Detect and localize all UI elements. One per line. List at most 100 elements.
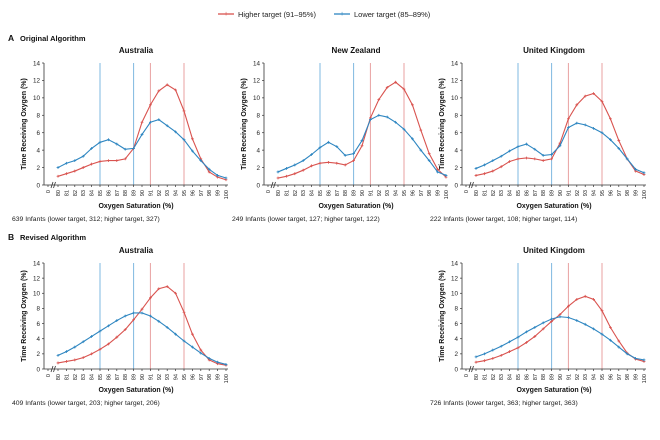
lower-target-point	[191, 345, 194, 349]
lower-target-point	[377, 113, 381, 117]
x-tick-label: 0	[266, 190, 272, 193]
higher-target-point	[90, 352, 93, 356]
lower-target-point	[191, 149, 194, 153]
x-tick-label: 83	[301, 190, 307, 196]
lower-target-point	[411, 137, 414, 141]
higher-target-point	[541, 327, 545, 331]
y-tick-label: 4	[36, 147, 40, 154]
x-tick-label: 84	[90, 190, 96, 196]
x-tick-label: 85	[318, 190, 324, 196]
legend-lower-label: Lower target (85–89%)	[354, 10, 431, 19]
higher-target-point	[491, 357, 495, 360]
higher-target-point	[107, 342, 110, 346]
x-tick-label: 82	[73, 190, 79, 196]
section-b-letter: B	[8, 232, 14, 242]
higher-target-point	[318, 161, 322, 165]
x-tick-label: 82	[491, 374, 497, 380]
lower-target-point	[609, 138, 612, 142]
x-tick-label: 99	[634, 190, 640, 196]
lower-target-point	[165, 124, 169, 128]
legend-higher-label: Higher target (91–95%)	[238, 10, 316, 19]
lower-target-point	[199, 159, 203, 162]
y-tick-label: 2	[36, 351, 40, 358]
y-tick-label: 8	[36, 306, 40, 313]
lower-target-point	[140, 311, 144, 315]
x-tick-label: 86	[524, 374, 530, 380]
higher-target-point	[533, 157, 537, 161]
x-tick-label: 96	[410, 190, 416, 196]
lower-target-point	[90, 335, 93, 338]
panel-title: United Kingdom	[523, 46, 585, 55]
lower-target-point	[508, 340, 511, 344]
lower-target-point	[207, 167, 211, 171]
lower-target-point	[592, 126, 595, 130]
lower-target-point	[474, 167, 478, 170]
section-b-heading: B Revised Algorithm	[8, 232, 86, 242]
higher-target-point	[327, 160, 330, 164]
x-tick-label: 92	[377, 190, 383, 196]
higher-target-point	[525, 341, 528, 344]
lower-target-point	[533, 147, 537, 151]
higher-target-point	[394, 80, 397, 84]
panel-title: Australia	[119, 46, 154, 55]
y-axis-label: Time Receiving Oxygen (%)	[439, 78, 446, 170]
x-tick-label: 80	[474, 190, 480, 196]
y-axis-label: Time Receiving Oxygen (%)	[21, 270, 28, 362]
lower-target-point	[335, 145, 339, 149]
lower-target-point	[165, 325, 169, 329]
x-tick-label: 80	[56, 190, 62, 196]
lower-target-point	[216, 174, 219, 177]
x-axis-label: Oxygen Saturation (%)	[98, 387, 173, 394]
higher-target-point	[483, 172, 486, 176]
axis-break-mark	[50, 181, 54, 189]
y-tick-label: 8	[454, 306, 458, 313]
lower-target-point	[301, 159, 305, 162]
higher-target-point	[550, 157, 553, 161]
axis-break-mark	[468, 181, 472, 189]
y-axis-label: Time Receiving Oxygen (%)	[21, 78, 28, 170]
panel-caption: 249 Infants (lower target, 127; higher t…	[232, 216, 380, 223]
higher-target-point	[474, 360, 478, 364]
x-tick-label: 94	[592, 190, 598, 196]
lower-target-point	[293, 163, 297, 167]
y-axis-label-line1: Time Receiving Oxygen	[439, 89, 446, 170]
lower-target-point	[199, 351, 203, 355]
x-tick-label: 100	[642, 190, 648, 199]
x-tick-label: 88	[541, 374, 547, 380]
lower-target-point	[402, 127, 406, 131]
x-axis-label: Oxygen Saturation (%)	[98, 203, 173, 210]
higher-target-point	[600, 99, 604, 103]
y-tick-label: 2	[454, 165, 458, 172]
x-axis-label: Oxygen Saturation (%)	[318, 203, 393, 210]
lower-target-point	[508, 149, 511, 153]
axis-break-mark	[468, 365, 472, 373]
x-tick-label: 94	[394, 190, 400, 196]
lower-target-point	[149, 314, 152, 318]
lower-target-point	[609, 338, 612, 342]
higher-target-point	[310, 164, 313, 168]
higher-target-point	[207, 170, 211, 174]
higher-target-point	[335, 161, 339, 165]
higher-target-point	[165, 83, 169, 87]
higher-target-point	[411, 103, 414, 107]
higher-target-point	[385, 86, 389, 89]
higher-target-point	[377, 98, 381, 101]
higher-target-point	[107, 159, 110, 162]
panel-revised-united-kingdom: United Kingdom 0 2 4 6 8 10 12 14 0 80 81 82 83 84 85 86…	[430, 246, 648, 407]
x-tick-label: 84	[508, 374, 514, 380]
x-tick-label: 97	[617, 190, 623, 196]
lower-target-point	[583, 123, 587, 127]
x-tick-label: 100	[224, 374, 230, 383]
lower-target-point	[550, 153, 553, 156]
x-tick-label: 85	[516, 190, 522, 196]
x-tick-label: 100	[444, 190, 450, 199]
x-tick-label: 93	[165, 374, 171, 380]
x-tick-label: 91	[566, 190, 572, 196]
higher-target-point	[541, 159, 545, 162]
lower-target-point	[541, 153, 545, 157]
x-tick-label: 88	[123, 190, 129, 196]
x-tick-label: 80	[56, 374, 62, 380]
higher-target-point	[567, 304, 570, 308]
panel-title: Australia	[119, 246, 154, 255]
y-tick-label: 6	[256, 130, 260, 137]
